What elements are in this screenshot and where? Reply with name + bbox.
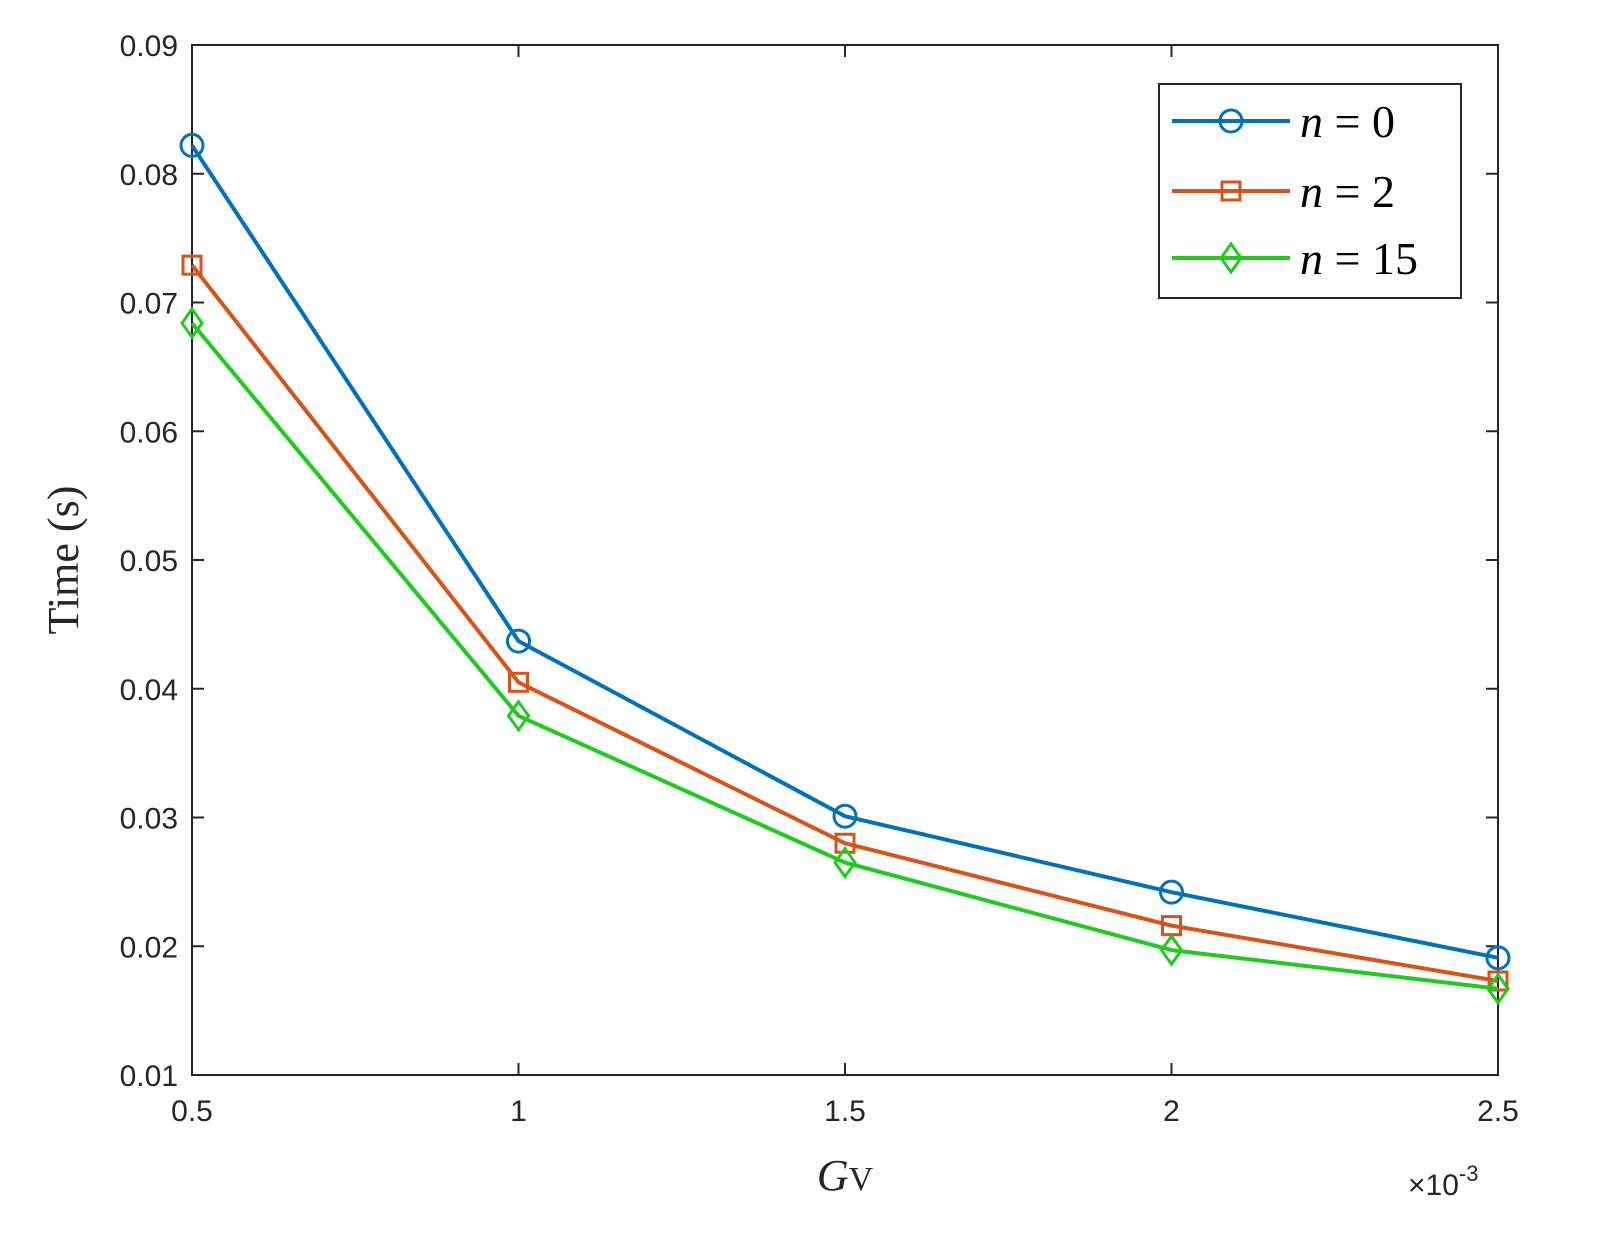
data-point-marker <box>180 306 204 340</box>
legend-item: n = 2 <box>1172 166 1395 217</box>
legend-marker <box>1220 180 1242 202</box>
legend-label: n = 2 <box>1300 166 1395 217</box>
data-point-marker <box>833 845 857 880</box>
series-square <box>181 254 1509 992</box>
series-line <box>190 263 1499 983</box>
data-point-marker <box>1485 945 1511 971</box>
y-tick-label: 0.05 <box>120 545 178 578</box>
legend-item: n = 15 <box>1172 233 1418 284</box>
legend: n = 0n = 2n = 15 <box>1158 83 1462 299</box>
legend-label-variable: n <box>1300 166 1323 217</box>
legend-item: n = 0 <box>1172 96 1395 147</box>
data-point-marker <box>1486 972 1510 1006</box>
legend-marker <box>1218 108 1244 134</box>
y-tick-label: 0.01 <box>120 1060 178 1093</box>
x-tick-label: 2 <box>1163 1095 1180 1128</box>
series-line <box>190 321 1499 991</box>
x-axis-multiplier-exponent: -3 <box>1459 1161 1479 1186</box>
data-point-marker <box>1487 970 1509 992</box>
y-tick-label: 0.04 <box>120 674 178 707</box>
y-tick-label: 0.02 <box>120 931 178 964</box>
data-point-marker <box>506 628 531 654</box>
data-point-marker <box>1159 933 1184 967</box>
y-tick-label: 0.07 <box>120 288 178 321</box>
legend-label: n = 0 <box>1300 96 1395 147</box>
y-tick-label: 0.09 <box>120 30 178 63</box>
data-point-marker <box>181 254 203 276</box>
x-axis-ticks: 0.5 1 1.5 2 2.5 <box>171 45 1519 1128</box>
y-tick-label: 0.06 <box>120 416 178 449</box>
data-point-marker <box>832 803 858 829</box>
x-axis-label-subscript: V <box>849 1161 874 1198</box>
legend-marker <box>1219 241 1243 275</box>
legend-label-variable: n <box>1300 96 1323 147</box>
legend-label-value: = 0 <box>1323 96 1395 147</box>
data-point-marker <box>834 832 856 854</box>
x-axis-multiplier-base: ×10 <box>1408 1169 1459 1202</box>
y-tick-label: 0.03 <box>120 803 178 836</box>
data-point-marker <box>506 699 531 733</box>
x-tick-label: 2.5 <box>1477 1095 1519 1128</box>
x-tick-label: 1 <box>510 1095 527 1128</box>
legend-label-variable: n <box>1300 233 1323 284</box>
legend-label-value: = 15 <box>1323 233 1418 284</box>
x-axis-label-variable: G <box>817 1151 849 1200</box>
y-axis-ticks: 0.01 0.02 0.03 0.04 0.05 0.06 0.07 0.08 0.09 <box>120 30 1498 1093</box>
y-axis-label: Time (s) <box>39 486 88 635</box>
y-tick-label: 0.08 <box>120 159 178 192</box>
legend-label: n = 15 <box>1300 233 1418 284</box>
x-axis-label: GV <box>817 1151 874 1200</box>
legend-label-value: = 2 <box>1323 166 1395 217</box>
series-circle <box>179 132 1511 971</box>
x-tick-label: 0.5 <box>171 1095 213 1128</box>
data-point-marker <box>508 671 529 693</box>
x-axis-multiplier: ×10-3 <box>1408 1161 1478 1202</box>
x-tick-label: 1.5 <box>824 1095 866 1128</box>
data-point-marker <box>179 132 205 158</box>
data-point-marker <box>1159 879 1184 905</box>
series-diamond <box>180 306 1510 1006</box>
series-line <box>190 144 1499 960</box>
series-group <box>179 132 1511 1006</box>
